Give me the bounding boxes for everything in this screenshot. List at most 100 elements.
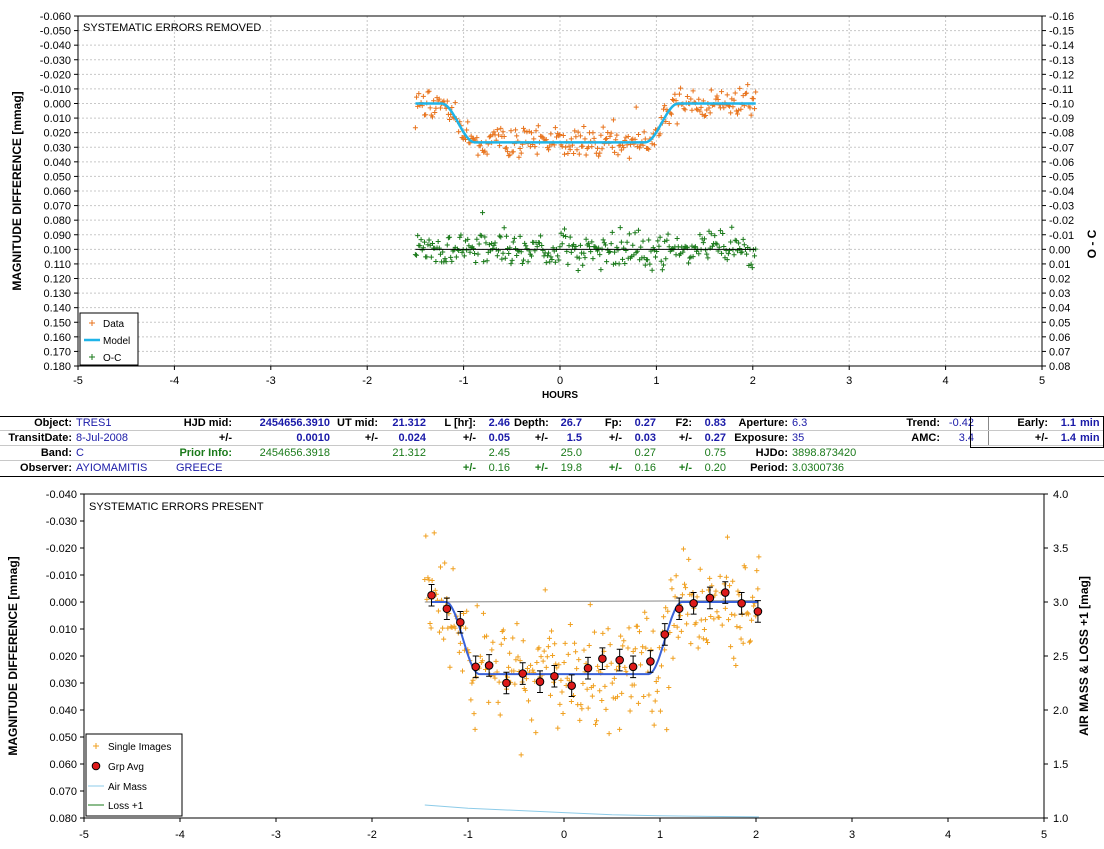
depth-label: Depth: — [512, 416, 550, 431]
country-value: GREECE — [176, 462, 223, 474]
single-image-point — [661, 614, 667, 620]
chart1-ytick-label: 0.080 — [43, 215, 71, 227]
single-image-point — [701, 627, 707, 633]
single-image-point — [486, 699, 492, 705]
grp-avg-point — [484, 661, 494, 670]
single-image-point — [698, 617, 704, 623]
data-point — [574, 147, 580, 153]
prior-depth-value: 25.0 — [550, 445, 584, 461]
single-image-point — [699, 588, 705, 594]
oc-point — [540, 247, 546, 253]
single-image-point — [585, 705, 591, 711]
single-image-point — [618, 633, 624, 639]
chart2-ytick-label: -0.010 — [46, 570, 77, 582]
oc-point — [505, 245, 511, 251]
single-image-point — [702, 617, 708, 623]
data-point — [502, 145, 508, 151]
oc-point — [642, 262, 648, 268]
single-image-point — [545, 644, 551, 650]
oc-point — [592, 244, 598, 250]
oc-point — [538, 233, 544, 239]
single-image-point — [500, 627, 506, 633]
oc-point — [638, 244, 644, 250]
chart1-ytick-label: -0.010 — [40, 84, 71, 96]
single-image-point — [594, 718, 600, 724]
single-image-point — [461, 610, 467, 616]
single-image-point — [424, 596, 430, 602]
single-image-point — [708, 614, 714, 620]
data-point — [736, 107, 742, 113]
oc-point — [737, 246, 743, 252]
single-image-point — [652, 698, 658, 704]
chart2-y2tick-label: 2.0 — [1053, 705, 1068, 717]
single-image-point — [616, 663, 622, 669]
single-image-point — [729, 611, 735, 617]
single-image-point — [533, 730, 539, 736]
oc-point — [665, 231, 671, 237]
single-image-point — [484, 633, 490, 639]
chart2-ytick-label: -0.020 — [46, 543, 77, 555]
data-point — [733, 108, 739, 114]
single-image-point — [640, 644, 646, 650]
single-image-point — [738, 636, 744, 642]
single-image-point — [622, 664, 628, 670]
prior-depth-err-value: 19.8 — [560, 462, 582, 474]
chart2-xtick-label: 1 — [657, 829, 663, 841]
data-point — [696, 96, 702, 102]
oc-point — [580, 262, 586, 268]
chart1-y2tick-label: -0.04 — [1049, 186, 1074, 198]
data-point — [597, 150, 603, 156]
chart1-y2tick-label: 0.01 — [1049, 259, 1070, 271]
oc-point — [539, 242, 545, 248]
prior-l-err-value: 0.16 — [488, 462, 510, 474]
data-point — [495, 132, 501, 138]
single-image-point — [723, 574, 729, 580]
data-point — [488, 133, 494, 139]
oc-point — [555, 253, 561, 259]
chart1-y2tick-label: 0.03 — [1049, 288, 1070, 300]
chart1-ytick-label: 0.110 — [44, 259, 71, 271]
single-image-point — [550, 653, 556, 659]
single-image-point — [639, 650, 645, 656]
data-point — [532, 144, 538, 150]
oc-point — [433, 259, 439, 265]
oc-point — [575, 267, 581, 273]
single-image-point — [551, 679, 557, 685]
grp-avg-point — [550, 671, 559, 681]
single-image-point — [602, 683, 608, 689]
single-image-point — [559, 689, 565, 695]
oc-point — [574, 254, 580, 260]
chart1-ytick-label: 0.050 — [43, 171, 71, 183]
single-image-point — [561, 659, 567, 665]
data-point — [433, 105, 439, 111]
l-hr-label: L [hr]: — [428, 416, 478, 431]
oc-point — [418, 237, 424, 243]
data-point — [663, 118, 669, 124]
oc-point — [534, 244, 540, 250]
air-mass-line — [424, 804, 759, 818]
chart1-ytick-label: 0.120 — [43, 274, 71, 286]
data-point — [425, 89, 431, 95]
chart2-ytick-label: 0.020 — [49, 651, 77, 663]
data-point — [662, 103, 668, 109]
model-line — [415, 102, 756, 144]
data-point — [689, 107, 695, 113]
single-image-point — [634, 623, 640, 629]
oc-point — [494, 253, 500, 259]
single-image-point — [427, 620, 433, 626]
single-image-point — [452, 625, 458, 631]
oc-point — [659, 267, 665, 273]
oc-point — [736, 240, 742, 246]
oc-point — [696, 251, 702, 257]
data-point — [513, 127, 519, 133]
data-point — [721, 105, 727, 111]
chart1-y2tick-label: 0.00 — [1049, 244, 1070, 256]
single-image-point — [511, 668, 517, 674]
chart2-xtick-label: 0 — [561, 829, 567, 841]
single-image-point — [506, 664, 512, 670]
oc-point — [558, 230, 564, 236]
single-image-point — [572, 640, 578, 646]
oc-point — [501, 225, 507, 231]
single-image-point — [613, 667, 619, 673]
grp-avg-point — [689, 599, 698, 608]
